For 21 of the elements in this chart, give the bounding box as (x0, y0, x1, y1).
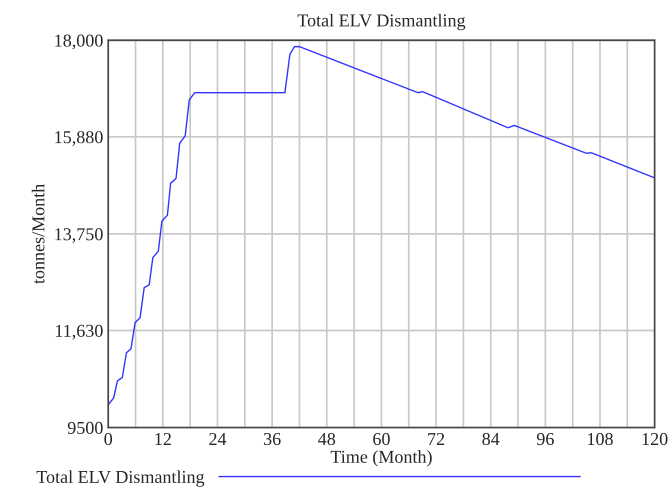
x-tick-label: 0 (104, 432, 112, 446)
chart-title: Total ELV Dismantling (298, 14, 466, 30)
y-tick-label: 9500 (68, 422, 103, 434)
y-tick-label: 15,880 (55, 131, 103, 146)
x-tick-label: 84 (482, 432, 500, 446)
text: Total ELV Dismantling (36, 470, 204, 487)
x-tick-label: 24 (209, 432, 226, 445)
x-tick-label: 36 (264, 432, 281, 446)
y-tick-label: 11,630 (56, 324, 103, 340)
x-tick-label: 120 (642, 432, 668, 446)
x-tick-label: 48 (318, 432, 336, 446)
x-tick-label: 12 (155, 432, 171, 445)
x-tick-label: 60 (373, 432, 390, 446)
line-series (108, 46, 655, 406)
y-tick-label: 18,000 (55, 34, 103, 50)
x-tick-label: 72 (428, 432, 444, 445)
x-axis-title: Time (Month) (330, 450, 432, 467)
x-tick-label: 96 (536, 432, 554, 446)
x-tick-label: 108 (588, 432, 613, 446)
y-tick-label: 13,750 (55, 228, 103, 243)
y-axis-title: tonnes/Month (32, 184, 44, 284)
